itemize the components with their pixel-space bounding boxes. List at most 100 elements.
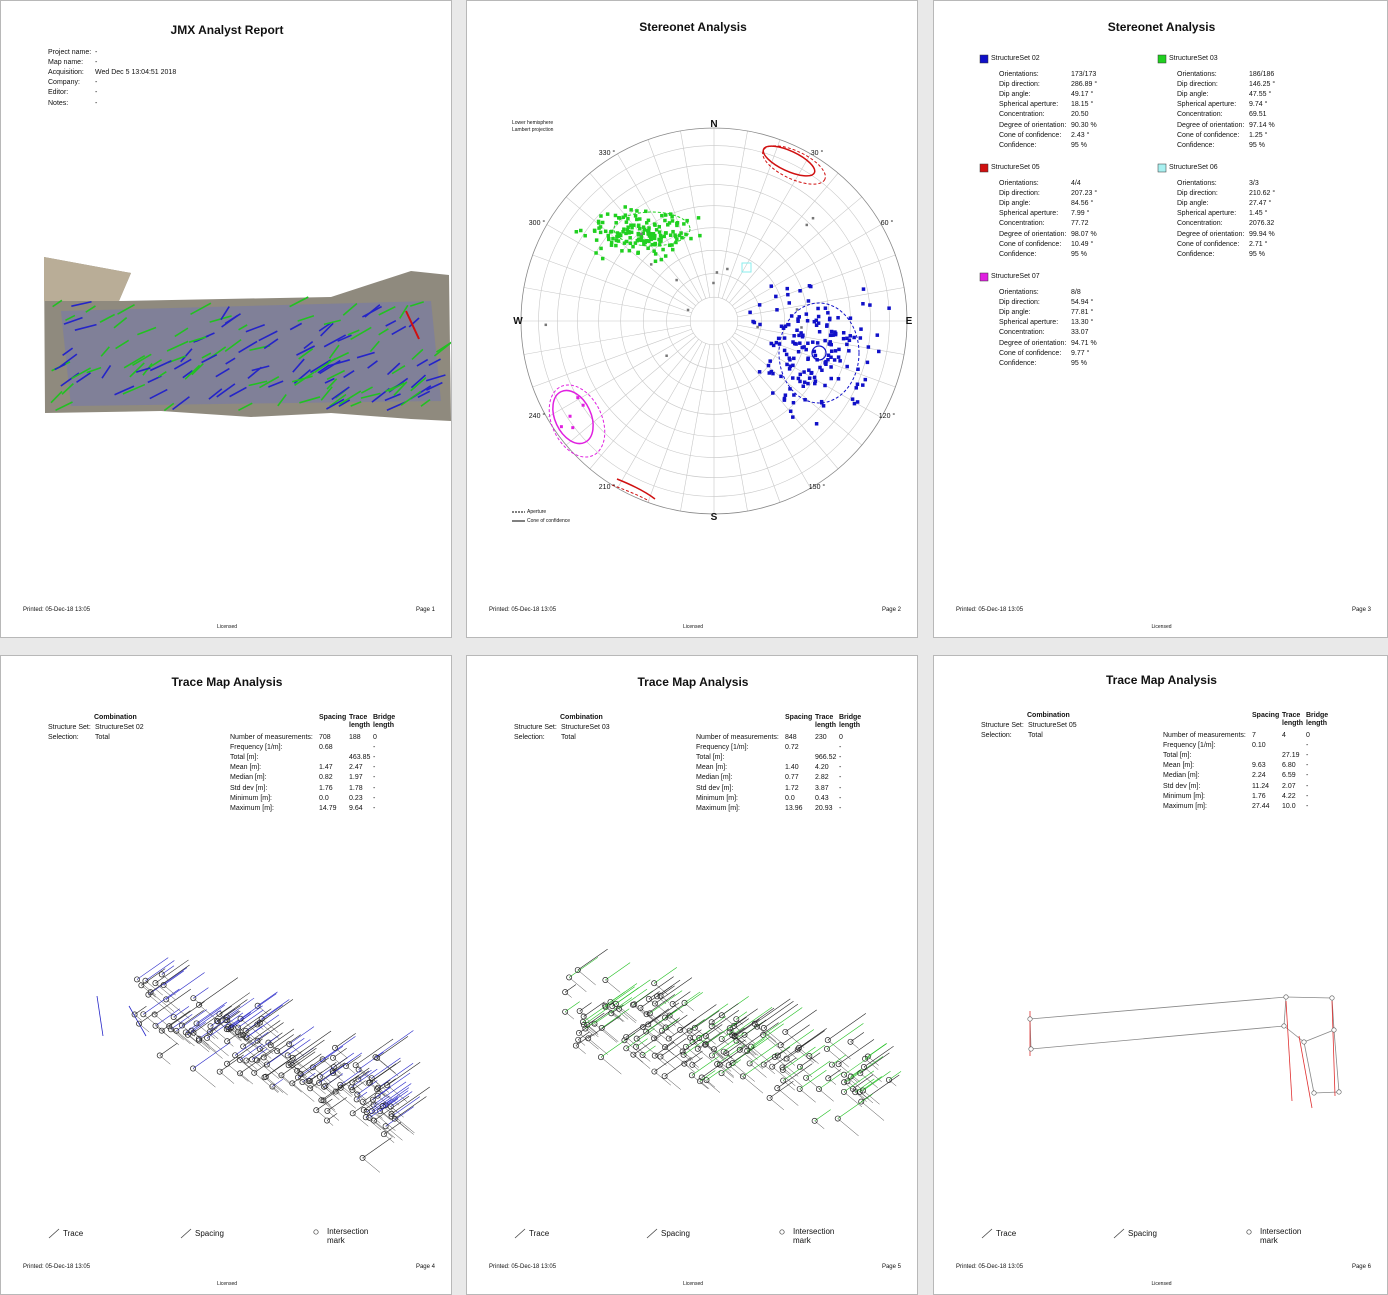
stat-value: 47.55 ° xyxy=(1249,90,1272,98)
trace-stroke xyxy=(400,390,422,406)
pole xyxy=(653,252,658,256)
pole xyxy=(614,243,618,248)
stat-label: Dip angle: xyxy=(999,90,1031,98)
trace-line xyxy=(680,1004,717,1031)
spacing-line xyxy=(206,1037,229,1057)
page-graphics xyxy=(981,994,1342,1239)
pole xyxy=(756,325,759,329)
legend-symbol xyxy=(981,1228,993,1239)
pole xyxy=(628,236,632,240)
pole xyxy=(816,321,821,325)
intersection xyxy=(686,1027,693,1034)
pole xyxy=(635,217,639,222)
trace-stroke xyxy=(360,392,381,399)
trace-stroke xyxy=(245,323,265,333)
cone xyxy=(616,478,656,500)
trace-line xyxy=(843,1070,875,1093)
license: Licensed xyxy=(216,623,237,630)
trace-line xyxy=(217,1005,241,1022)
trace-stroke xyxy=(277,394,287,407)
spacing-line xyxy=(799,1088,816,1103)
pole xyxy=(624,220,629,224)
stat-value: 95 % xyxy=(1071,141,1087,149)
net-radial xyxy=(732,196,863,306)
pole xyxy=(544,323,548,327)
pole xyxy=(814,422,819,426)
spacing-line xyxy=(210,1026,226,1039)
trace-line xyxy=(355,1038,394,1066)
intersection xyxy=(322,1082,329,1089)
intersection xyxy=(214,1018,221,1025)
spacing-line xyxy=(654,1071,672,1086)
pole xyxy=(774,294,778,299)
page-title: Stereonet Analysis xyxy=(639,20,747,34)
cell-value: 9.64 xyxy=(349,804,363,812)
intersection xyxy=(251,1069,258,1076)
trace-line xyxy=(626,1028,655,1049)
pole xyxy=(805,223,809,227)
trace-line xyxy=(579,1002,592,1012)
aperture xyxy=(762,145,826,185)
trace-line xyxy=(310,1064,345,1089)
spacing-line xyxy=(209,1031,219,1040)
spacing-line xyxy=(618,1008,636,1024)
spacing-line xyxy=(263,1057,271,1063)
spacing-line xyxy=(577,969,596,986)
spacing-line xyxy=(744,1034,756,1045)
cell-value: - xyxy=(1306,772,1309,780)
spacing-line xyxy=(843,1082,855,1091)
pole xyxy=(616,239,621,243)
intersection xyxy=(278,1072,285,1079)
intersection xyxy=(669,1001,676,1007)
trace-line xyxy=(373,1081,407,1105)
trace-line xyxy=(292,1047,317,1066)
spacing-line xyxy=(187,1034,199,1044)
printed-date: Printed: 05-Dec-18 13:05 xyxy=(489,607,557,613)
pole xyxy=(649,263,653,266)
stat-value: 2.43 ° xyxy=(1071,131,1090,139)
projection-note: Lambert projection xyxy=(512,126,554,133)
net-radial xyxy=(734,224,882,310)
pole xyxy=(811,340,815,344)
spacing-line xyxy=(578,1032,599,1050)
page-title: Trace Map Analysis xyxy=(637,675,749,689)
trace-stroke xyxy=(350,326,372,341)
trace-stroke xyxy=(369,340,380,353)
net-outline xyxy=(520,127,908,515)
pole xyxy=(741,262,752,273)
pole xyxy=(791,400,796,405)
intersection xyxy=(858,1098,865,1105)
pole xyxy=(576,396,580,400)
pole xyxy=(617,216,621,220)
spacing-line xyxy=(375,1056,399,1077)
trace-stroke xyxy=(317,364,330,374)
legend-label: Cone of confidence xyxy=(527,517,571,524)
spacing-line xyxy=(843,1074,861,1089)
intersection xyxy=(766,1094,773,1101)
trace-stroke xyxy=(113,316,128,329)
spacing-line xyxy=(642,1054,651,1062)
trace-stroke xyxy=(428,358,441,367)
pole xyxy=(620,249,624,253)
intersection xyxy=(324,1117,330,1124)
stat-label: Concentration: xyxy=(999,329,1045,337)
pole xyxy=(767,371,772,375)
pole xyxy=(559,425,563,429)
license: Licensed xyxy=(682,623,703,630)
pole xyxy=(748,310,752,315)
pole xyxy=(643,209,648,214)
intersection xyxy=(621,1037,628,1044)
pole xyxy=(829,365,833,369)
pole xyxy=(643,240,648,245)
row-label: Std dev [m]: xyxy=(1163,782,1201,790)
spacing-line xyxy=(635,1046,644,1053)
pole xyxy=(629,230,634,235)
pole xyxy=(662,234,666,239)
intersection xyxy=(803,1074,810,1081)
pole xyxy=(801,384,806,388)
pole xyxy=(623,205,627,209)
trace-stroke xyxy=(258,330,278,342)
trace-line xyxy=(1331,1000,1336,1097)
intersection xyxy=(633,1043,640,1050)
stat-label: Confidence: xyxy=(999,250,1037,258)
